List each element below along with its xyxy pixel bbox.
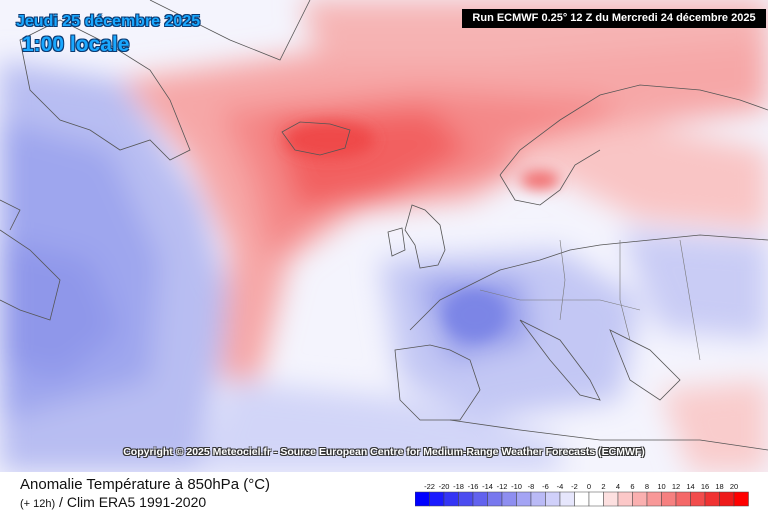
legend-label: -6 xyxy=(542,482,549,491)
legend-label: 4 xyxy=(616,482,620,491)
legend-label: 8 xyxy=(645,482,649,491)
legend-label: 2 xyxy=(601,482,605,491)
legend-label: 16 xyxy=(701,482,709,491)
legend-swatch xyxy=(733,491,749,507)
map-subtitle: (+ 12h) / Clim ERA5 1991-2020 xyxy=(20,494,206,510)
legend-swatch xyxy=(545,491,561,507)
legend-label: -14 xyxy=(482,482,493,491)
legend-label: 20 xyxy=(730,482,738,491)
legend-label: -12 xyxy=(497,482,508,491)
map-title: Anomalie Température à 850hPa (°C) xyxy=(20,476,271,493)
legend-swatch xyxy=(574,491,590,507)
legend-label: -8 xyxy=(528,482,535,491)
legend-label: 6 xyxy=(630,482,634,491)
legend-label: 18 xyxy=(715,482,723,491)
forecast-offset: (+ 12h) xyxy=(20,498,56,510)
legend-swatch xyxy=(675,491,691,507)
legend-swatch xyxy=(501,491,517,507)
legend-swatch xyxy=(516,491,532,507)
legend-swatch xyxy=(443,491,459,507)
legend-swatch xyxy=(704,491,720,507)
legend-swatch xyxy=(661,491,677,507)
legend-swatch xyxy=(458,491,474,507)
forecast-date: Jeudi 25 décembre 2025 xyxy=(16,13,201,30)
legend-label: 10 xyxy=(657,482,665,491)
legend-swatch xyxy=(588,491,604,507)
legend-label: -10 xyxy=(511,482,522,491)
legend-swatch xyxy=(632,491,648,507)
coastlines xyxy=(0,0,768,451)
color-legend: -22 -20 -18 -16 -14 -12 -10 -8 -6 -4 -2 0 2 4 6 8 10 12 14… xyxy=(415,482,749,507)
climatology-label: / Clim ERA5 1991-2020 xyxy=(55,494,207,510)
legend-swatch xyxy=(690,491,706,507)
legend-label: -20 xyxy=(439,482,450,491)
legend-swatch xyxy=(603,491,619,507)
legend-swatch xyxy=(472,491,488,507)
legend-label: -2 xyxy=(571,482,578,491)
legend-swatch xyxy=(429,491,445,507)
legend-label: -4 xyxy=(557,482,564,491)
legend-swatch xyxy=(646,491,662,507)
legend-label: -18 xyxy=(453,482,464,491)
run-info: Run ECMWF 0.25° 12 Z du Mercredi 24 déce… xyxy=(462,9,766,28)
copyright-notice: Copyright © 2025 Meteociel.fr - Source E… xyxy=(123,446,645,458)
legend-swatch xyxy=(487,491,503,507)
legend-swatch xyxy=(530,491,546,507)
legend-swatch xyxy=(719,491,735,507)
legend-label: 14 xyxy=(686,482,694,491)
legend-label: -22 xyxy=(424,482,435,491)
legend-swatch xyxy=(617,491,633,507)
forecast-hour: 1:00 locale xyxy=(22,33,130,56)
legend-swatch xyxy=(415,491,430,507)
legend-label: 12 xyxy=(672,482,680,491)
legend-swatch xyxy=(559,491,575,507)
legend-label: -16 xyxy=(468,482,479,491)
temperature-anomaly-map xyxy=(0,0,768,472)
legend-label: 0 xyxy=(587,482,591,491)
